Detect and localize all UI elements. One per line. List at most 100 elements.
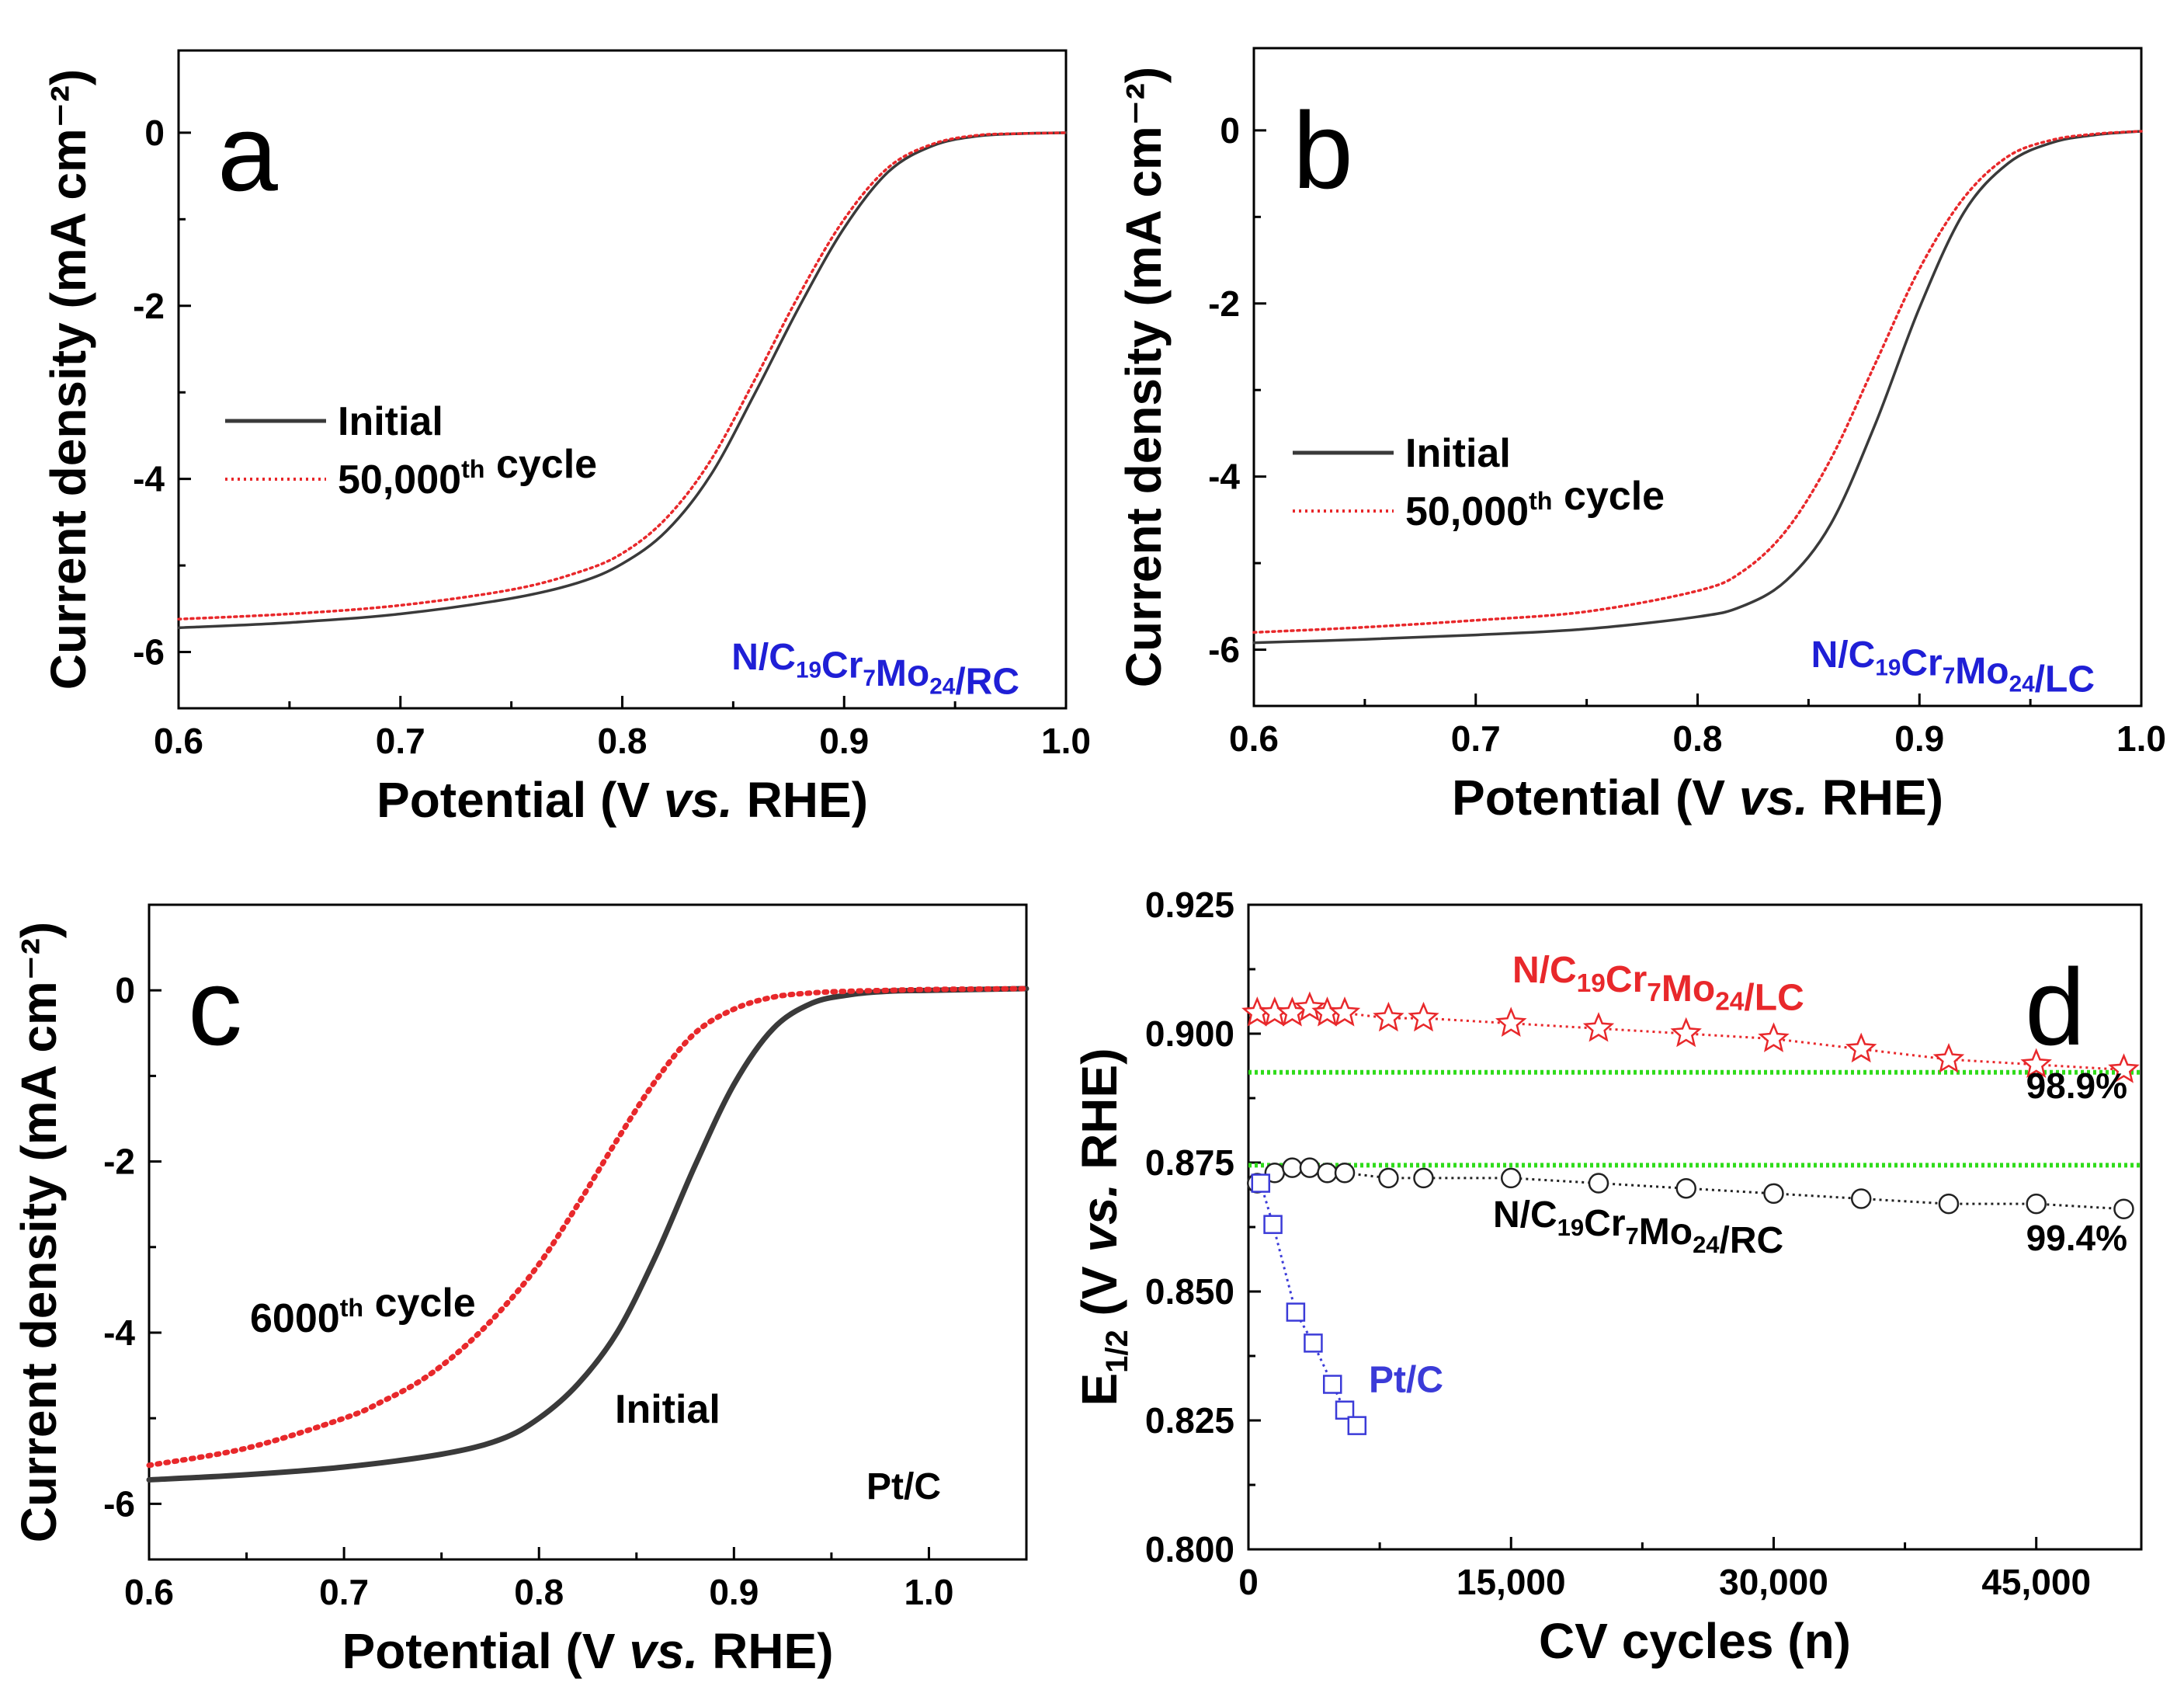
ptc-point bbox=[1304, 1333, 1323, 1353]
y-tick-label: 0 bbox=[1220, 110, 1240, 151]
rc-point bbox=[1850, 1188, 1872, 1209]
y-tick-label: 0 bbox=[144, 113, 165, 153]
x-axis-label: CV cycles (n) bbox=[1539, 1613, 1851, 1669]
rc-series-line bbox=[1256, 1166, 2124, 1211]
initial-curve bbox=[1252, 130, 2143, 645]
panel-letter: c bbox=[188, 946, 242, 1068]
x-tick-label: 15,000 bbox=[1457, 1562, 1566, 1602]
y-tick-label: 0.925 bbox=[1145, 885, 1234, 925]
x-tick-label: 45,000 bbox=[1981, 1562, 2091, 1602]
lc-point bbox=[1845, 1032, 1877, 1063]
panel-letter: d bbox=[2025, 946, 2085, 1068]
x-tick-label: 1.0 bbox=[2116, 718, 2166, 759]
ptc-point bbox=[1286, 1302, 1306, 1322]
x-tick-label: 0.7 bbox=[319, 1572, 369, 1612]
x-tick-label: 0.8 bbox=[1673, 718, 1723, 759]
initial-curve bbox=[177, 131, 1068, 630]
rc-label: N/C19Cr7Mo24/RC bbox=[1493, 1194, 1783, 1261]
ptc-label: Pt/C bbox=[1369, 1359, 1443, 1400]
y-tick-label: 0 bbox=[115, 970, 135, 1010]
lc-point bbox=[1373, 1001, 1404, 1032]
panel-letter: a bbox=[217, 92, 278, 214]
lc-point bbox=[1408, 1001, 1439, 1032]
x-tick-label: 0.8 bbox=[598, 721, 648, 761]
lc-point bbox=[2108, 1053, 2140, 1083]
y-axis-label: Current density (mA cm⁻²) bbox=[1116, 67, 1172, 688]
y-tick-label: -6 bbox=[1208, 630, 1240, 670]
x-tick-label: 0.6 bbox=[124, 1572, 174, 1612]
lc-point bbox=[1932, 1042, 1965, 1073]
y-tick-label: -2 bbox=[103, 1142, 135, 1182]
lc-point bbox=[1495, 1006, 1527, 1037]
x-tick-label: 0.7 bbox=[376, 721, 425, 761]
x-tick-label: 0.8 bbox=[514, 1572, 564, 1612]
panel-letter: b bbox=[1293, 89, 1353, 211]
y-tick-label: -6 bbox=[103, 1483, 135, 1524]
x-tick-label: 1.0 bbox=[1041, 721, 1091, 761]
x-tick-label: 1.0 bbox=[904, 1572, 953, 1612]
annotation-cycled: 6000th cycle bbox=[250, 1281, 476, 1341]
cycled-curve bbox=[1252, 130, 2143, 634]
x-axis-label: Potential (V vs. RHE) bbox=[1452, 770, 1943, 826]
x-tick-label: 0.9 bbox=[819, 721, 869, 761]
y-axis-label: Current density (mA cm⁻²) bbox=[40, 69, 96, 690]
x-tick-label: 0.7 bbox=[1451, 718, 1501, 759]
rc-point bbox=[1500, 1167, 1522, 1189]
annotation-initial: Initial bbox=[615, 1387, 720, 1432]
rc-point bbox=[1938, 1193, 1960, 1215]
legend-cycled: 50,000th cycle bbox=[338, 442, 597, 502]
x-axis-label: Potential (V vs. RHE) bbox=[342, 1623, 834, 1679]
rc-point bbox=[1588, 1173, 1609, 1194]
y-tick-label: 0.875 bbox=[1145, 1142, 1234, 1183]
lc-point bbox=[1758, 1022, 1790, 1052]
ptc-point bbox=[1263, 1215, 1283, 1234]
x-tick-label: 0.6 bbox=[154, 721, 203, 761]
rc-point bbox=[1299, 1157, 1321, 1178]
y-tick-label: -4 bbox=[133, 459, 165, 499]
x-tick-label: 0.6 bbox=[1229, 718, 1279, 759]
x-tick-label: 0.9 bbox=[1894, 718, 1944, 759]
rc-point bbox=[1334, 1163, 1356, 1184]
cycled-curve bbox=[146, 986, 1030, 1469]
panel-c: 0.6 0.7 0.8 0.9 1.0 0 -2 -4 -6 c Pt/C 6000th cycle I… bbox=[11, 903, 1030, 1679]
lc-point bbox=[1670, 1017, 1702, 1048]
rc-point bbox=[1378, 1167, 1399, 1189]
y-tick-label: 0.850 bbox=[1145, 1271, 1234, 1312]
rc-point bbox=[1282, 1157, 1303, 1178]
lc-point bbox=[1582, 1012, 1615, 1042]
y-tick-label: 0.800 bbox=[1145, 1529, 1234, 1570]
cycled-curve bbox=[177, 131, 1068, 621]
ptc-point bbox=[1347, 1416, 1367, 1435]
panel-d: 0 15,000 30,000 45,000 0.800 0.825 0.850 0.875 0… bbox=[1071, 885, 2143, 1669]
y-axis-label: Current density (mA cm⁻²) bbox=[11, 922, 67, 1543]
rc-point bbox=[2026, 1193, 2047, 1215]
y-tick-label: -2 bbox=[1208, 283, 1240, 324]
y-tick-label: -2 bbox=[133, 286, 165, 326]
lc-point bbox=[2020, 1048, 2052, 1079]
x-tick-label: 0 bbox=[1238, 1562, 1259, 1602]
rc-point bbox=[1763, 1183, 1784, 1205]
ptc-point bbox=[1335, 1400, 1355, 1420]
rc-point bbox=[1675, 1177, 1696, 1199]
sample-label: N/C19Cr7Mo24/LC bbox=[1811, 634, 2095, 701]
y-tick-label: 0.825 bbox=[1145, 1400, 1234, 1441]
rc-point bbox=[1413, 1167, 1434, 1189]
plot-frame bbox=[148, 903, 1028, 1561]
rc-point bbox=[2113, 1198, 2134, 1220]
x-tick-label: 30,000 bbox=[1719, 1562, 1828, 1602]
ptc-point bbox=[1322, 1375, 1342, 1394]
legend-initial: Initial bbox=[338, 399, 443, 444]
rc-retention: 99.4% bbox=[2026, 1218, 2127, 1258]
x-axis-label: Potential (V vs. RHE) bbox=[377, 772, 868, 828]
rc-point bbox=[1317, 1163, 1338, 1184]
sample-label: Pt/C bbox=[866, 1466, 941, 1507]
y-tick-label: 0.900 bbox=[1145, 1013, 1234, 1054]
y-axis-label: E1/2 (V vs. RHE) bbox=[1071, 1048, 1134, 1406]
plot-frame bbox=[177, 49, 1068, 710]
lc-label: N/C19Cr7Mo24/LC bbox=[1512, 950, 1804, 1019]
lc-point bbox=[1328, 996, 1361, 1027]
initial-curve bbox=[146, 986, 1030, 1483]
